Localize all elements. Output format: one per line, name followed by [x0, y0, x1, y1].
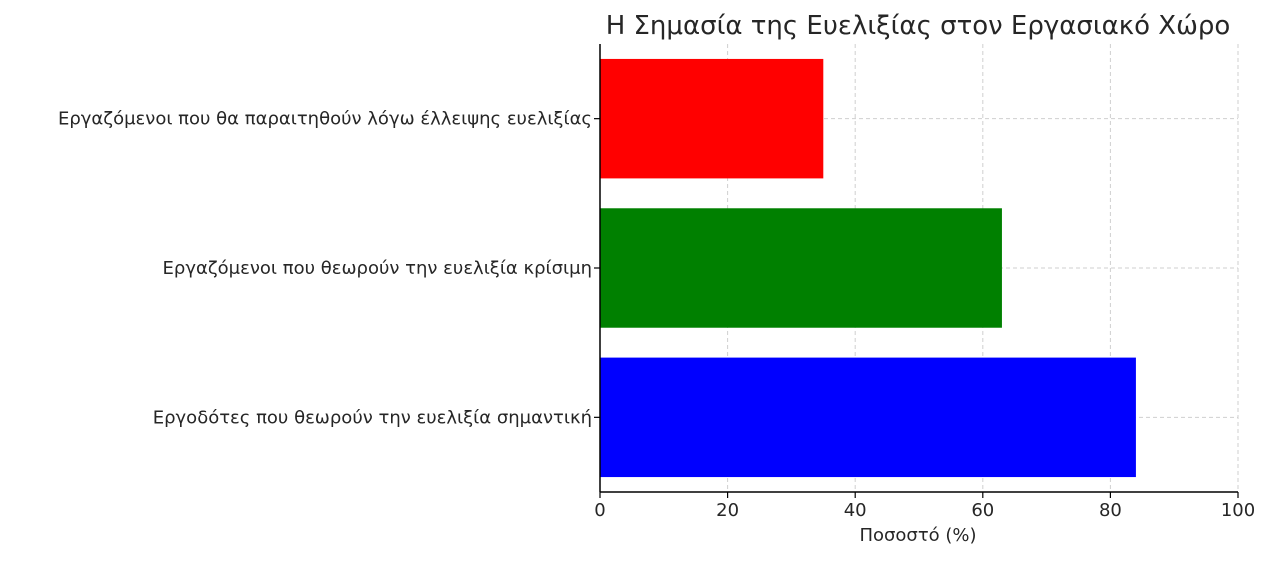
y-tick-label: Εργαζόμενοι που θεωρούν την ευελιξία κρί…: [163, 258, 592, 279]
chart-title: Η Σημασία της Ευελιξίας στον Εργασιακό Χ…: [606, 11, 1231, 41]
x-tick-label: 80: [1099, 500, 1122, 521]
bars: [600, 58, 1136, 478]
x-tick-label: 40: [844, 500, 867, 521]
y-tick-label: Εργαζόμενοι που θα παραιτηθούν λόγω έλλε…: [58, 109, 592, 130]
x-tick-label: 20: [716, 500, 739, 521]
x-axis-label: Ποσοστό (%): [859, 525, 976, 546]
x-tick-label: 100: [1221, 500, 1255, 521]
bar: [600, 208, 1002, 328]
y-tick-labels: Εργοδότες που θεωρούν την ευελιξία σημαν…: [58, 109, 600, 428]
bar: [600, 357, 1136, 478]
y-tick-label: Εργοδότες που θεωρούν την ευελιξία σημαν…: [153, 407, 592, 428]
bar: [600, 58, 824, 179]
x-tick-labels: 0 20 40 60 80 100: [594, 492, 1255, 521]
x-tick-label: 60: [971, 500, 994, 521]
x-tick-label: 0: [594, 500, 605, 521]
